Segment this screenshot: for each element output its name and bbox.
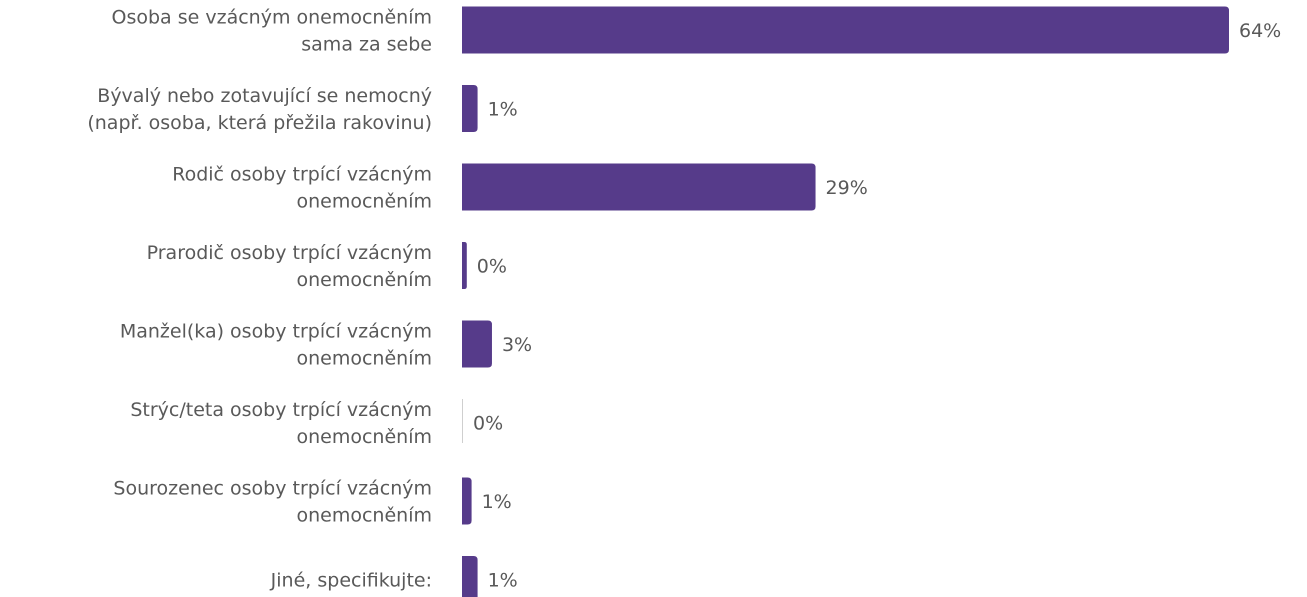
bars-group [462, 6, 1229, 597]
category-label-row-8: Jiné, specifikujte: [270, 570, 432, 592]
category-label-row-1: Osoba se vzácným onemocněním sama za sebe [112, 7, 433, 56]
category-label-line: onemocněním [297, 505, 433, 527]
category-label-line: sama za sebe [301, 34, 432, 56]
value-label-row-2: 1% [488, 99, 518, 121]
category-label-line: onemocněním [297, 348, 433, 370]
category-label-line: onemocněním [297, 269, 433, 291]
category-label-line: onemocněním [297, 426, 433, 448]
category-label-row-5: Manžel(ka) osoby trpící vzácným onemocněn… [120, 321, 432, 370]
value-label-row-5: 3% [502, 334, 532, 356]
bar-row-1 [462, 6, 1229, 54]
value-labels-group: 64% 1% 29% 0% 3% 0% 1% 1% [473, 20, 1281, 592]
bar-row-3 [462, 163, 816, 211]
category-label-line: Bývalý nebo zotavující se nemocný [97, 85, 432, 107]
category-label-line: onemocněním [297, 191, 433, 213]
value-label-row-8: 1% [488, 570, 518, 592]
category-label-line: (např. osoba, která přežila rakovinu) [87, 112, 432, 134]
bar-row-2 [462, 85, 478, 132]
category-label-line: Strýc/teta osoby trpící vzácným [130, 399, 432, 421]
category-label-line: Osoba se vzácným onemocněním [112, 7, 433, 29]
category-label-row-4: Prarodič osoby trpící vzácným onemocněním [147, 242, 432, 291]
value-label-row-6: 0% [473, 413, 503, 435]
category-label-row-3: Rodič osoby trpící vzácným onemocněním [172, 164, 432, 213]
value-label-row-4: 0% [477, 256, 507, 278]
bar-row-8 [462, 556, 478, 597]
value-label-row-1: 64% [1239, 20, 1281, 42]
value-label-row-3: 29% [826, 177, 868, 199]
category-label-line: Manžel(ka) osoby trpící vzácným [120, 321, 432, 343]
category-label-line: Rodič osoby trpící vzácným [172, 164, 432, 186]
bar-row-4 [462, 242, 467, 289]
value-label-row-7: 1% [482, 491, 512, 513]
category-label-line: Sourozenec osoby trpící vzácným [113, 478, 432, 500]
category-label-row-2: Bývalý nebo zotavující se nemocný (např. … [87, 85, 432, 134]
bar-row-5 [462, 320, 492, 368]
bar-row-7 [462, 477, 472, 525]
category-label-line: Prarodič osoby trpící vzácným [147, 242, 432, 264]
category-label-line: Jiné, specifikujte: [270, 570, 432, 592]
category-label-row-6: Strýc/teta osoby trpící vzácným onemocněn… [130, 399, 432, 448]
category-labels-group: Osoba se vzácným onemocněním sama za sebe… [87, 7, 432, 592]
category-label-row-7: Sourozenec osoby trpící vzácným onemocněn… [113, 478, 432, 527]
